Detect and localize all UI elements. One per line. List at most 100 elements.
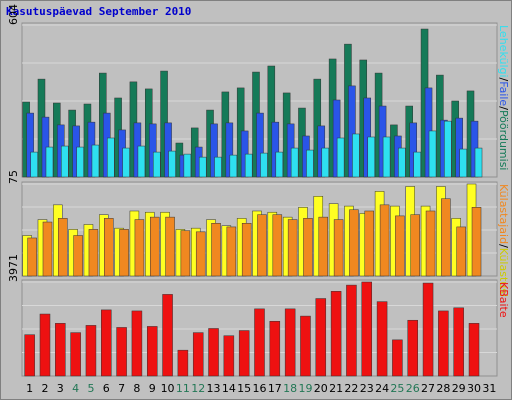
x-tick-label: 2 — [41, 382, 48, 395]
bar — [183, 153, 192, 178]
bar — [330, 291, 342, 377]
bar — [162, 294, 173, 377]
chart-title: Kasutuspäevad September 2010 — [6, 5, 191, 18]
bar — [76, 146, 84, 178]
bar — [474, 147, 483, 178]
bar — [180, 230, 191, 277]
bar — [165, 216, 175, 277]
bar — [254, 308, 265, 377]
x-tick-label: 1 — [26, 382, 33, 395]
x-tick-label: 30 — [467, 382, 481, 395]
x-tick-label: 4 — [72, 382, 79, 395]
x-tick-label: 3 — [57, 382, 64, 395]
x-tick-label: 21 — [329, 382, 343, 395]
bar — [85, 325, 97, 377]
x-tick-label: 23 — [360, 382, 374, 395]
bar — [241, 223, 252, 277]
bar — [321, 147, 330, 178]
bar — [318, 216, 329, 277]
bar — [177, 349, 189, 377]
bar — [453, 307, 464, 377]
legend-entry: Külastajaid — [497, 184, 510, 244]
legend-entry: Pöördumisi — [497, 110, 510, 171]
bar — [27, 237, 37, 277]
bar — [137, 145, 146, 178]
bar — [257, 214, 267, 277]
legend-entry: Faile — [497, 81, 510, 106]
bar — [271, 121, 280, 178]
bar — [376, 301, 388, 377]
bar — [456, 226, 466, 277]
bar — [244, 153, 253, 178]
bar — [119, 229, 129, 277]
bar — [409, 122, 417, 178]
x-tick-label: 22 — [344, 382, 358, 395]
bar — [315, 298, 327, 377]
bar — [272, 214, 283, 277]
bar — [116, 327, 127, 377]
bar — [333, 219, 344, 277]
bar — [395, 215, 405, 277]
bar — [104, 218, 114, 277]
bar — [382, 136, 391, 178]
bar — [208, 328, 219, 377]
bar — [238, 330, 250, 377]
bar — [198, 156, 207, 178]
x-tick-label: 17 — [268, 382, 282, 395]
bar — [471, 207, 482, 277]
bar — [256, 112, 264, 178]
x-tick-label: 6 — [103, 382, 110, 395]
x-tick-label: 9 — [149, 382, 156, 395]
bar — [306, 149, 314, 178]
bar — [148, 123, 157, 178]
bar — [195, 231, 206, 277]
bar — [267, 65, 276, 178]
bar — [42, 221, 53, 277]
bar — [134, 219, 145, 277]
bar — [346, 284, 357, 377]
bar — [107, 137, 115, 178]
bar — [146, 326, 158, 377]
bar — [410, 214, 420, 277]
bar — [229, 154, 238, 178]
bar — [425, 210, 436, 277]
bar — [88, 229, 99, 277]
x-tick-label: 28 — [436, 382, 450, 395]
bar — [349, 209, 359, 277]
bar — [290, 147, 299, 178]
bar — [275, 151, 284, 178]
x-tick-label: 11 — [176, 382, 190, 395]
legend: KBaite — [497, 282, 510, 318]
x-tick-label: 29 — [452, 382, 466, 395]
y-tick-label: 75 — [7, 170, 20, 184]
x-tick-label: 18 — [283, 382, 297, 395]
bar — [101, 309, 112, 377]
bar — [45, 146, 54, 178]
bar — [413, 151, 421, 178]
bar — [300, 315, 311, 377]
legend: Lehekülgi/Faile/Pöördumisi — [497, 25, 510, 170]
legend-entry: Lehekülgi — [497, 25, 510, 78]
bar — [226, 226, 237, 277]
bar — [348, 85, 356, 178]
legend: Külastajaid/Külastusi — [497, 184, 510, 297]
legend-separator: / — [497, 244, 510, 248]
legend-entry: Külastusi — [497, 248, 510, 297]
x-tick-label: 19 — [298, 382, 312, 395]
bar — [30, 151, 38, 178]
y-tick-label: 3971 — [7, 254, 20, 282]
bar — [438, 310, 449, 377]
bar — [39, 313, 51, 377]
x-tick-label: 24 — [375, 382, 389, 395]
bar — [152, 151, 161, 178]
bar — [91, 144, 100, 178]
bar — [284, 308, 296, 377]
bar — [260, 152, 268, 178]
x-tick-label: 27 — [421, 382, 435, 395]
bar — [422, 282, 434, 377]
y-tick-label: 604 — [7, 4, 20, 25]
bar — [269, 320, 281, 377]
bar — [122, 147, 130, 178]
bar — [225, 122, 234, 178]
x-tick-label: 16 — [253, 382, 267, 395]
